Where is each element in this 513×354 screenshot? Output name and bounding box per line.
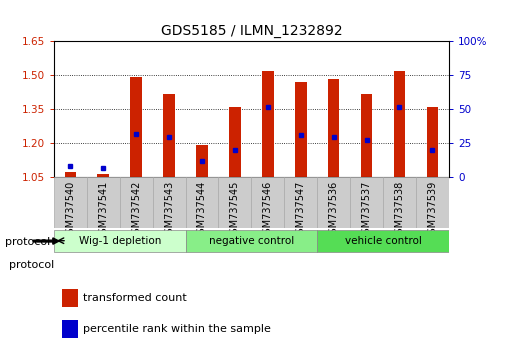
Text: GSM737536: GSM737536 <box>329 181 339 240</box>
Bar <box>361 94 372 177</box>
Bar <box>394 72 405 177</box>
Text: transformed count: transformed count <box>84 293 187 303</box>
FancyBboxPatch shape <box>317 177 350 228</box>
Text: GSM737540: GSM737540 <box>65 181 75 240</box>
Text: GSM737546: GSM737546 <box>263 181 273 240</box>
Text: GSM737544: GSM737544 <box>197 181 207 240</box>
Bar <box>328 79 340 177</box>
Bar <box>262 72 273 177</box>
Text: negative control: negative control <box>209 236 294 246</box>
FancyBboxPatch shape <box>186 230 317 252</box>
FancyBboxPatch shape <box>350 177 383 228</box>
Text: GSM737539: GSM737539 <box>427 181 438 240</box>
Text: GSM737538: GSM737538 <box>394 181 404 240</box>
Text: percentile rank within the sample: percentile rank within the sample <box>84 324 271 334</box>
Bar <box>130 77 142 177</box>
FancyBboxPatch shape <box>186 177 219 228</box>
FancyBboxPatch shape <box>251 177 284 228</box>
Text: GSM737543: GSM737543 <box>164 181 174 240</box>
FancyBboxPatch shape <box>383 177 416 228</box>
Text: Wig-1 depletion: Wig-1 depletion <box>78 236 161 246</box>
Bar <box>427 107 438 177</box>
Text: vehicle control: vehicle control <box>345 236 422 246</box>
FancyBboxPatch shape <box>152 177 186 228</box>
Text: GSM737542: GSM737542 <box>131 181 141 240</box>
FancyBboxPatch shape <box>317 230 449 252</box>
Bar <box>295 82 306 177</box>
Text: GSM737537: GSM737537 <box>362 181 371 240</box>
Text: protocol: protocol <box>5 238 50 247</box>
FancyBboxPatch shape <box>284 177 317 228</box>
Title: GDS5185 / ILMN_1232892: GDS5185 / ILMN_1232892 <box>161 24 342 38</box>
Bar <box>62 320 77 338</box>
Bar <box>163 94 175 177</box>
Bar <box>229 107 241 177</box>
FancyBboxPatch shape <box>54 177 87 228</box>
FancyBboxPatch shape <box>120 177 152 228</box>
FancyBboxPatch shape <box>219 177 251 228</box>
Bar <box>97 173 109 177</box>
Text: GSM737545: GSM737545 <box>230 181 240 240</box>
Text: protocol: protocol <box>9 261 54 270</box>
Bar <box>65 172 76 177</box>
Text: GSM737541: GSM737541 <box>98 181 108 240</box>
FancyBboxPatch shape <box>416 177 449 228</box>
FancyBboxPatch shape <box>54 230 186 252</box>
Bar <box>196 145 208 177</box>
FancyBboxPatch shape <box>87 177 120 228</box>
Bar <box>62 289 77 307</box>
Text: GSM737547: GSM737547 <box>296 181 306 240</box>
